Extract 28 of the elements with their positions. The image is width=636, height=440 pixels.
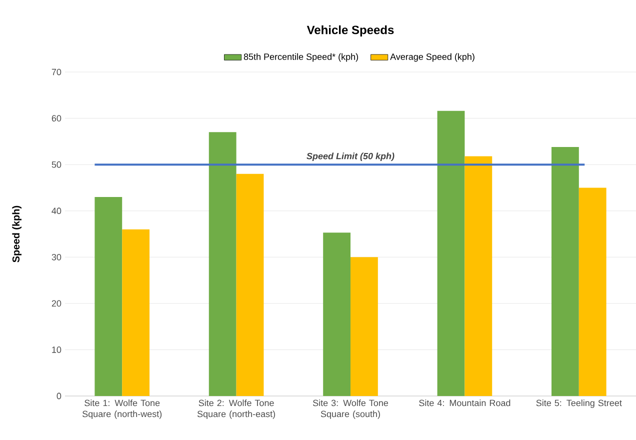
y-tick-label: 30 [52,254,62,260]
x-tick-label: Site 5: Teeling Street [536,400,622,408]
bar [323,232,351,396]
x-tick-label: Site 2: Wolfe Tone Square (north-east) [197,400,276,419]
y-tick-label: 0 [56,392,62,400]
x-tick-label: Site 3: Wolfe Tone Square (south) [312,400,388,419]
y-tick-label: 50 [52,161,62,168]
bar [464,156,492,396]
bar [552,146,579,396]
y-tick-label: 70 [52,68,62,76]
ref-line-label: Speed Limit (50 kph) [306,152,394,162]
bar [94,196,122,396]
bar [350,257,378,396]
y-axis-title: Speed (kph) [12,206,22,262]
x-tick-label: Site 4: Mountain Road [419,400,510,406]
bar [208,132,236,396]
bar [236,174,264,396]
legend-label: Average Speed (kph) [390,53,474,62]
bar [437,110,465,396]
y-tick-label: 60 [52,115,62,122]
bar [122,229,150,396]
bar [578,188,606,396]
y-tick-label: 20 [52,300,62,307]
y-tick-label: 10 [52,346,62,353]
x-tick-label: Site 1: Wolfe Tone Square (north-west) [82,400,162,419]
chart-title: Vehicle Speeds [306,25,394,37]
y-tick-label: 40 [52,208,62,214]
legend-label: 85th Percentile Speed* (kph) [244,53,358,62]
